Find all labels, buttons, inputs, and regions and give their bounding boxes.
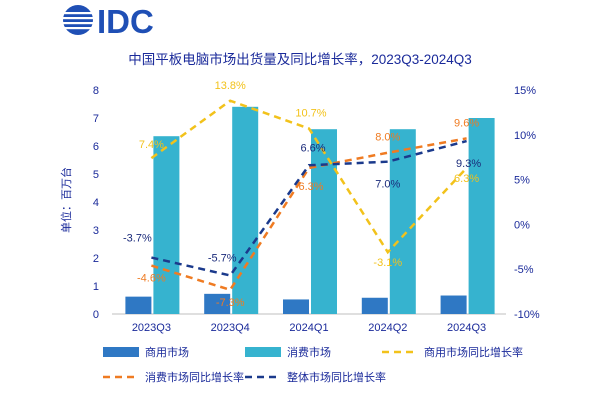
x-tick-label: 2023Q3 [132,322,171,334]
y-tick-label: 3 [93,225,99,237]
x-tick-label: 2024Q2 [368,322,407,334]
y2-tick-label: -5% [514,264,534,276]
chart-title: 中国平板电脑市场出货量及同比增长率，2023Q3-2024Q3 [128,51,472,67]
bar-commercial [361,297,388,314]
data-labels-layer: 7.4% 13.8% 10.7% -3.1% 6.3% -4.6% -7.3% 6.3% 8.0… [123,80,481,309]
data-label-commercial-growth: -3.1% [373,257,402,269]
line-consumer-growth [151,137,467,292]
legend-label-overall-growth: 整体市场同比增长率 [287,370,386,384]
y-axis-label: 单位：百万台 [59,167,73,233]
data-label-overall-growth: 6.6% [300,142,325,154]
legend-swatch-consumer [245,347,281,357]
legend-label-consumer: 消费市场 [287,345,331,359]
y2-tick-label: -10% [514,309,540,321]
data-label-consumer-growth: 6.3% [298,181,323,193]
legend-label-consumer-growth: 消费市场同比增长率 [145,370,244,384]
y2-tick-label: 0% [514,219,530,231]
data-label-commercial-growth: 7.4% [139,139,164,151]
y-tick-label: 6 [93,141,99,153]
y-tick-label: 0 [93,309,99,321]
line-overall-growth [151,139,467,277]
data-label-commercial-growth: 10.7% [295,108,326,120]
y2-tick-label: 5% [514,175,530,187]
data-label-commercial-growth: 6.3% [454,173,479,185]
y2-tick-label: 15% [514,85,536,97]
y-tick-label: 1 [93,281,99,293]
legend-label-commercial: 商用市场 [145,345,189,359]
bar-consumer [311,129,337,314]
bar-commercial [204,293,231,314]
data-label-consumer-growth: 9.6% [454,117,479,129]
logo-text: IDC [97,3,154,40]
y2-axis-ticks: -10% -5% 0% 5% 10% 15% [514,85,540,321]
y-tick-label: 4 [93,197,99,209]
y-tick-label: 8 [93,85,99,97]
idc-logo: IDC [63,3,154,40]
x-tick-label: 2024Q3 [447,322,486,334]
x-tick-label: 2024Q1 [289,322,328,334]
x-tick-label: 2023Q4 [211,322,250,334]
data-label-overall-growth: 7.0% [375,179,400,191]
y-tick-label: 5 [93,169,99,181]
globe-icon [63,5,93,35]
legend-label-commercial-growth: 商用市场同比增长率 [424,345,523,359]
data-label-consumer-growth: -4.6% [137,273,166,285]
y-tick-label: 7 [93,113,99,125]
bar-commercial [440,295,467,314]
y-axis-ticks: 0 1 2 3 4 5 6 7 8 [93,85,99,321]
data-label-commercial-growth: 13.8% [215,80,246,92]
data-label-consumer-growth: 8.0% [375,132,400,144]
data-label-overall-growth: -3.7% [123,233,152,245]
bar-commercial [283,299,309,314]
y2-tick-label: 10% [514,130,536,142]
bar-commercial [125,296,152,314]
line-commercial-growth [150,99,468,255]
bar-consumer [153,136,180,314]
y-tick-label: 2 [93,253,99,265]
lines-layer [150,99,468,292]
data-label-overall-growth: 9.3% [456,158,481,170]
data-label-consumer-growth: -7.3% [216,297,245,309]
bars-layer [125,106,495,314]
bar-consumer [468,118,495,314]
bar-consumer [389,129,416,314]
bar-consumer [232,106,259,314]
x-axis-ticks: 2023Q3 2023Q4 2024Q1 2024Q2 2024Q3 [132,322,486,334]
data-label-overall-growth: -5.7% [208,252,237,264]
legend-swatch-commercial [103,347,139,357]
